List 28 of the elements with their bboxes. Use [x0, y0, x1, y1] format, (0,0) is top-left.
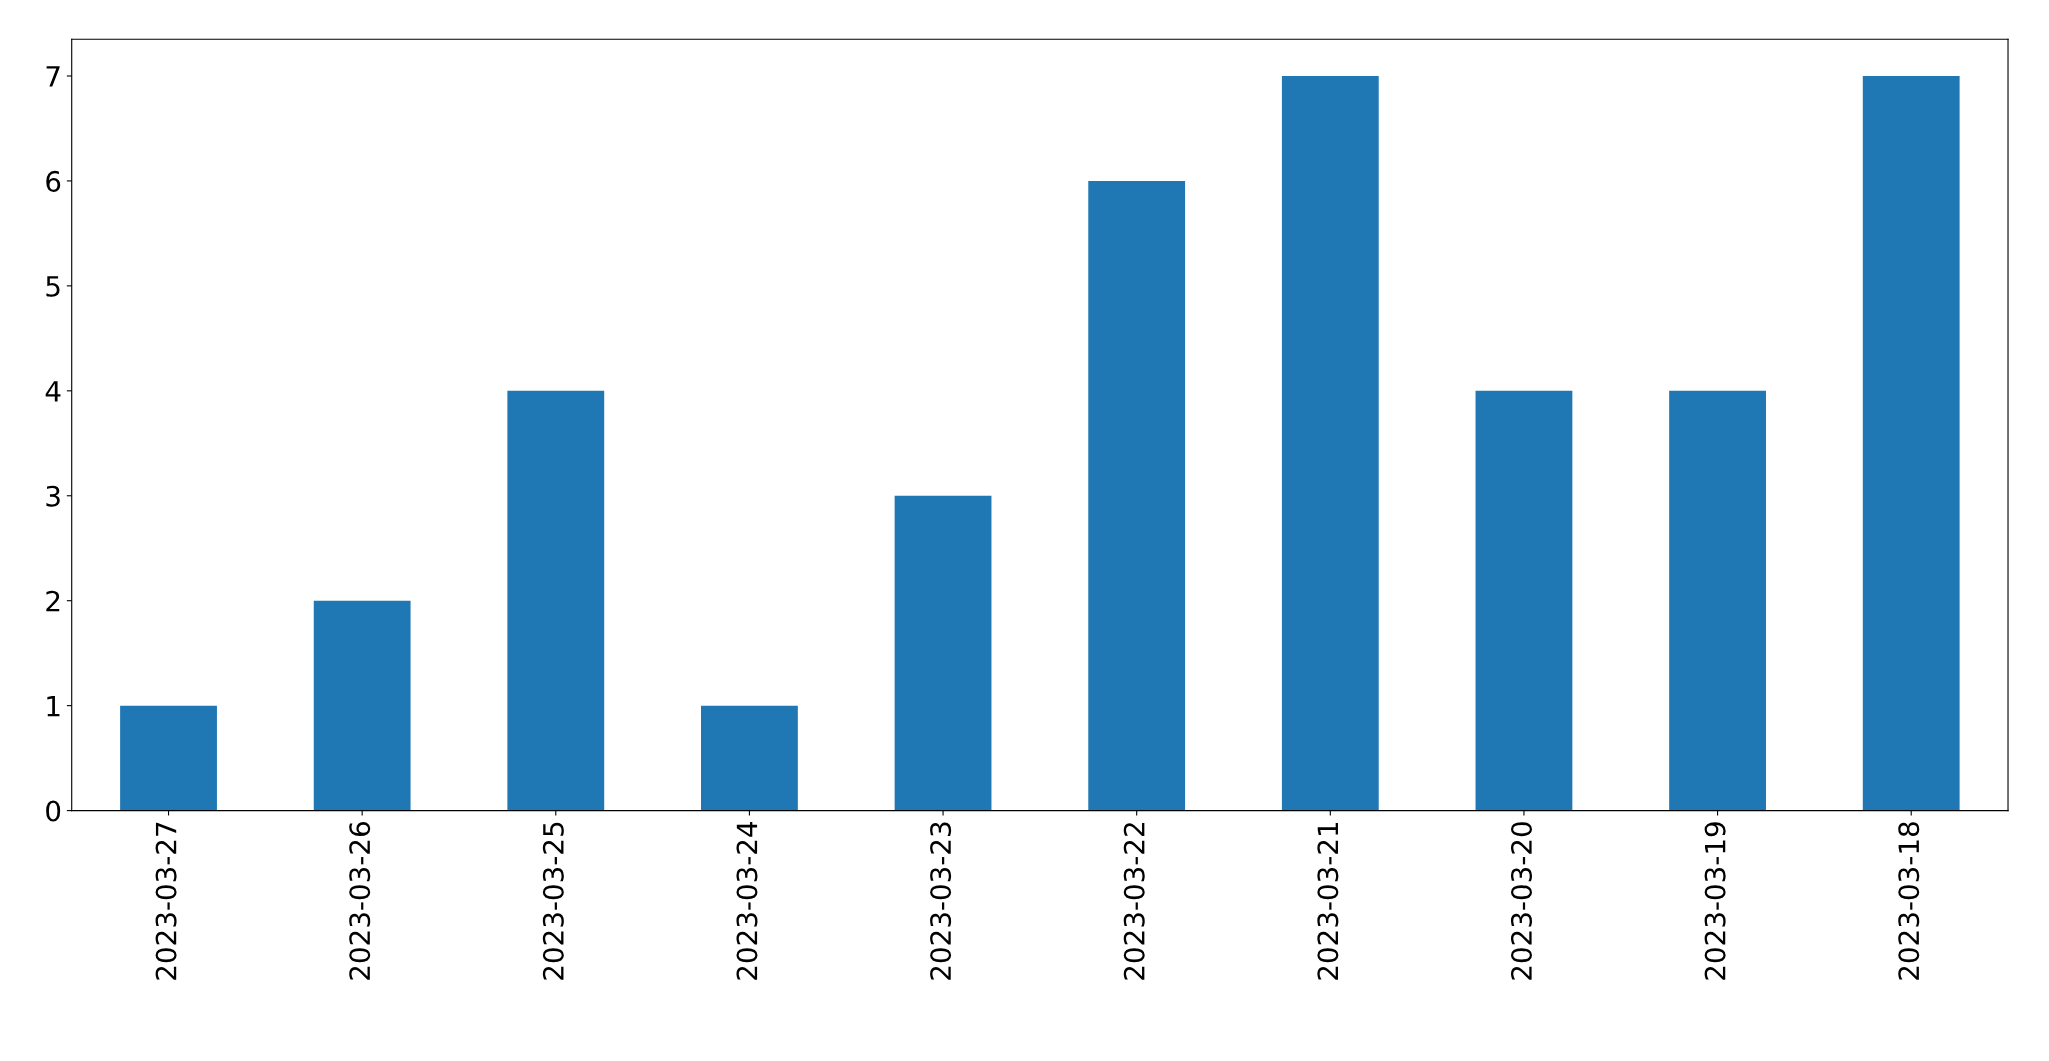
bar — [1862, 75, 1960, 811]
bar — [313, 600, 411, 811]
y-tick-label: 6 — [46, 170, 61, 192]
bar — [1088, 180, 1186, 811]
y-tick-label: 4 — [45, 381, 61, 402]
x-tick-label: 2023-03-22 — [1123, 823, 1145, 980]
x-tick-label: 2023-03-19 — [1704, 822, 1726, 980]
x-tick-label: 2023-03-25 — [542, 822, 564, 980]
x-tick-label: 2023-03-26 — [349, 822, 371, 980]
x-tick-label: 2023-03-23 — [930, 822, 952, 980]
y-tick-label: 0 — [46, 800, 61, 822]
bar — [1475, 390, 1573, 811]
y-tick-label: 2 — [46, 590, 60, 612]
x-tick-label: 2023-03-21 — [1317, 822, 1339, 980]
bar — [894, 495, 992, 811]
y-tick-label: 1 — [47, 695, 60, 717]
x-tick-label: 2023-03-24 — [736, 821, 758, 980]
y-tick-label: 3 — [46, 485, 60, 507]
y-tick-label: 7 — [46, 66, 60, 87]
x-tick-label: 2023-03-20 — [1510, 822, 1532, 980]
bar — [1281, 75, 1379, 811]
y-tick-label: 5 — [46, 276, 60, 297]
bar — [120, 705, 217, 811]
x-tick-label: 2023-03-18 — [1898, 822, 1920, 980]
bar — [1669, 390, 1766, 811]
x-tick-label: 2023-03-27 — [155, 822, 177, 980]
bar — [701, 705, 798, 811]
bar — [507, 390, 605, 811]
